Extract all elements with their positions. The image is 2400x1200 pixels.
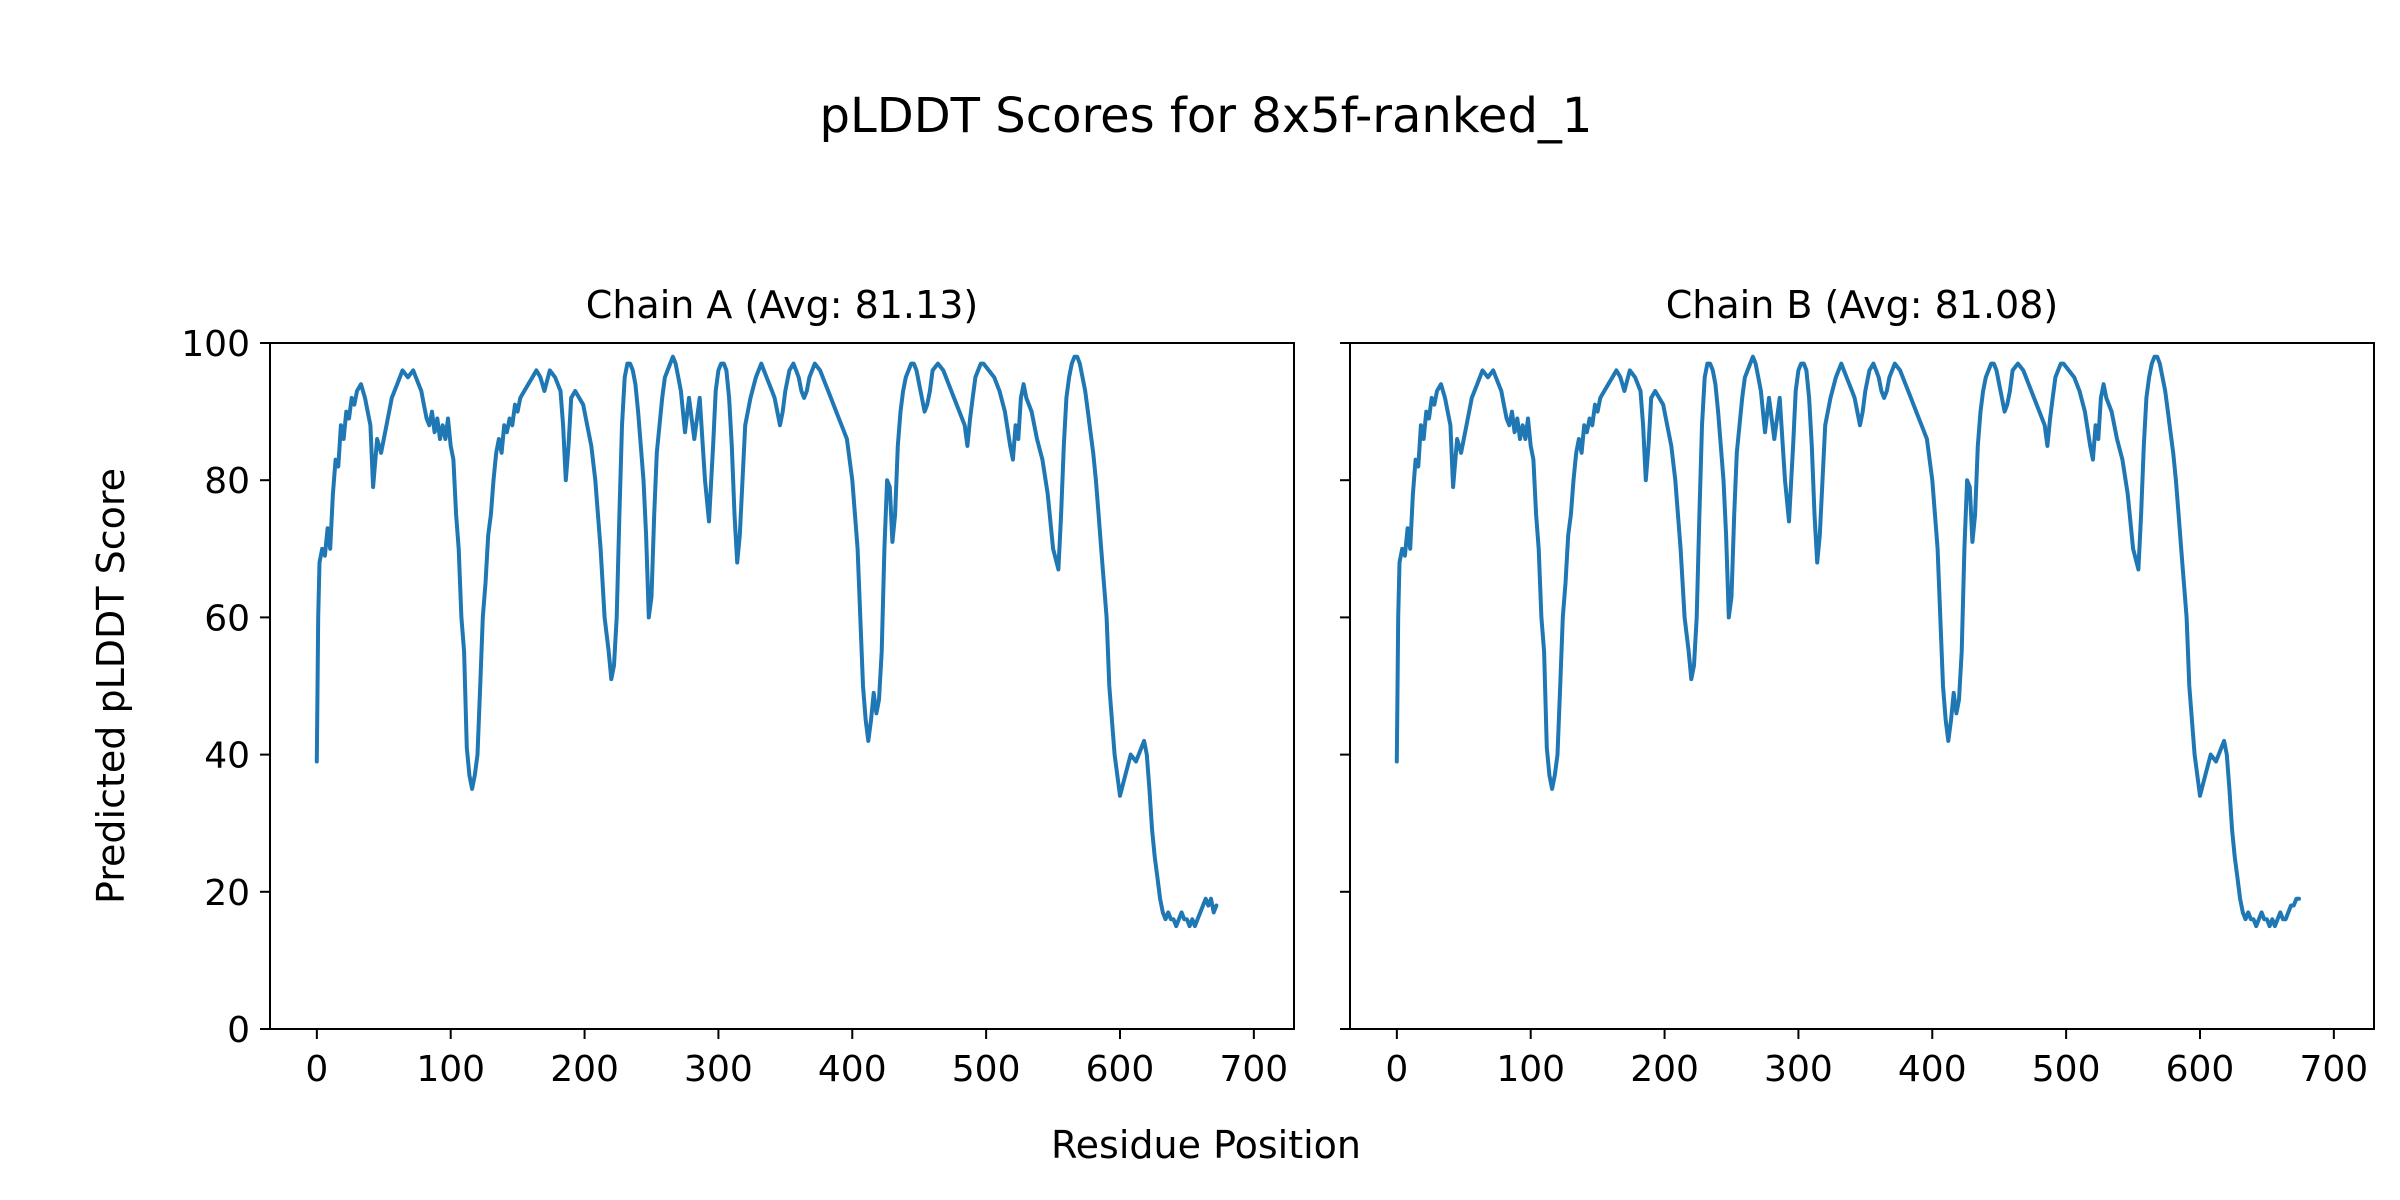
chart-panels: 0 100 200 300 400 500 600 700 0 20 40 60 80 100 Chain … bbox=[89, 283, 2375, 1090]
panel-title: Chain A (Avg: 81.13) bbox=[586, 283, 978, 327]
x-tick-label: 700 bbox=[1219, 1049, 1288, 1090]
x-tick-label: 0 bbox=[305, 1049, 328, 1090]
plot-frame bbox=[1349, 342, 2375, 1030]
x-tick-label: 600 bbox=[1086, 1049, 1155, 1090]
panel-title: Chain B (Avg: 81.08) bbox=[1666, 283, 2058, 327]
y-tick-label: 80 bbox=[204, 461, 250, 502]
x-tick-label: 400 bbox=[818, 1049, 887, 1090]
y-tick-label: 40 bbox=[204, 736, 250, 777]
x-tick-label: 600 bbox=[2166, 1049, 2235, 1090]
x-tick-label: 300 bbox=[684, 1049, 753, 1090]
y-tick-label: 0 bbox=[227, 1010, 250, 1051]
y-tick-label: 20 bbox=[204, 873, 250, 914]
x-tick-label: 500 bbox=[952, 1049, 1021, 1090]
x-axis-label: Residue Position bbox=[1051, 1123, 1361, 1167]
x-tick-label: 400 bbox=[1898, 1049, 1967, 1090]
x-tick-label: 200 bbox=[1630, 1049, 1699, 1090]
chart-panel-a: 0 100 200 300 400 500 600 700 0 20 40 60 80 100 Chain … bbox=[89, 283, 1295, 1090]
plddt-series-line bbox=[314, 354, 1219, 929]
figure-title: pLDDT Scores for 8x5f-ranked_1 bbox=[820, 88, 1593, 144]
x-tick-label: 0 bbox=[1385, 1049, 1408, 1090]
chart-panel-b: 0 100 200 300 400 500 600 700 Chain B (Avg: 81.0… bbox=[1340, 283, 2375, 1090]
x-tick-label: 300 bbox=[1764, 1049, 1833, 1090]
y-tick-label: 100 bbox=[181, 324, 250, 365]
x-tick-label: 700 bbox=[2299, 1049, 2368, 1090]
y-axis-label: Predicted pLDDT Score bbox=[89, 468, 133, 904]
plot-frame bbox=[269, 342, 1295, 1030]
x-tick-label: 100 bbox=[416, 1049, 485, 1090]
y-tick-label: 60 bbox=[204, 598, 250, 639]
x-tick-label: 500 bbox=[2032, 1049, 2101, 1090]
plddt-series-line bbox=[1394, 354, 2301, 929]
x-tick-label: 200 bbox=[550, 1049, 619, 1090]
x-tick-label: 100 bbox=[1496, 1049, 1565, 1090]
